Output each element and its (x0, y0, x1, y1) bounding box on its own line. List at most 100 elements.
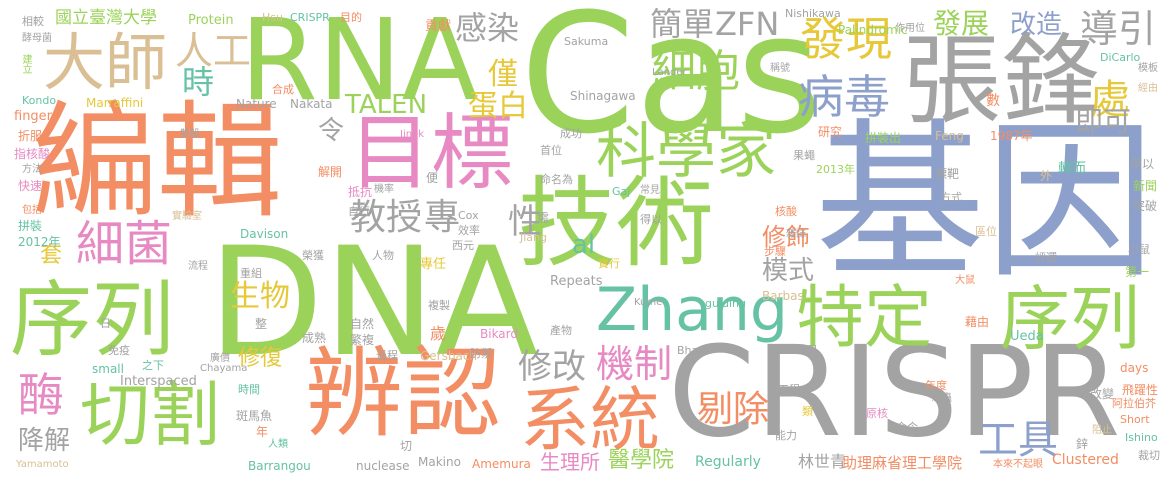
word-renlei: 人類 (268, 439, 288, 450)
word-kondo: Kondo (22, 94, 57, 107)
word-nian: 年 (256, 425, 269, 439)
word-liucheng: 流程 (188, 261, 208, 272)
word-nengli: 能力 (775, 429, 797, 442)
word-short: Short (1120, 413, 1150, 426)
word-hecheng: 合成 (272, 83, 294, 96)
word-guangjia: 廣價 (210, 353, 230, 364)
word-tao: 套 (40, 243, 63, 268)
word-shiyanshi: 實驗室 (172, 211, 202, 222)
word-bianren: 辨認 (305, 337, 502, 451)
word-xiaolv: 效率 (458, 224, 480, 237)
word-xu: 需 (537, 211, 550, 225)
word-ganran: 感染 (455, 9, 520, 47)
word-diyi: 第一 (1125, 265, 1150, 279)
word-bingdu: 病毒 (798, 70, 890, 124)
word-zazhi: 雜誌 (786, 229, 806, 240)
word-ntu: 國立臺灣大學 (55, 8, 157, 28)
word-mudi: 目的 (340, 11, 362, 24)
word-zhuli-mit: 助理麻省理工學院 (842, 454, 963, 472)
word-qie: 切 (400, 439, 413, 453)
word-chenggong: 成功 (560, 127, 582, 140)
word-teding: 特定 (796, 279, 933, 358)
word-repeats: Repeats (550, 274, 603, 289)
word-xing: 性 (508, 202, 542, 242)
word-bhaya: Bhaya (677, 344, 712, 357)
word-chenghao: 稱號 (770, 63, 790, 74)
word-nishikawa: Nishikawa (785, 7, 841, 20)
word-sakuma: Sakuma (564, 35, 609, 48)
word-mei: 酶 (18, 368, 64, 422)
word-gongcheng: 工程 (778, 383, 800, 396)
word-jiekai: 解開 (318, 165, 343, 179)
word-crispr-small: CRISPR (290, 11, 330, 24)
word-jiaomujun: 酵母菌 (22, 33, 52, 44)
word-feiyuexing: 飛躍性 (1122, 383, 1159, 397)
word-mingmingwei: 命名為 (540, 173, 573, 186)
word-amemura: Amemura (472, 457, 531, 471)
word-xiugai: 修改 (518, 347, 586, 387)
word-daoyin: 導引 (1080, 7, 1157, 51)
word-zhixia: 之下 (142, 359, 164, 372)
word-deyi: 得以 (640, 213, 662, 226)
word-2013: 2013年 (816, 163, 855, 176)
word-yanjiu: 研究 (818, 125, 843, 139)
word-shixing: 實行 (598, 257, 620, 270)
word-xiushi: 修飾 (762, 223, 810, 251)
word-fangfa: 方法 (22, 164, 42, 175)
word-xulie-right: 序列 (1000, 278, 1140, 360)
word-jilv: 機率 (374, 184, 394, 195)
word-muban: 模板 (1138, 63, 1158, 74)
word-changjian: 常見 (640, 185, 660, 196)
word-bian: 便 (426, 171, 439, 185)
word-banmayu: 斑馬魚 (236, 409, 273, 423)
word-chanwu: 產物 (550, 324, 572, 337)
word-jishu: 技術 (518, 167, 715, 281)
word-gaizao: 改造 (1010, 10, 1063, 40)
word-jinek: Jinek (400, 129, 425, 140)
word-sui: 歲 (430, 324, 447, 343)
word-feng: Feng (935, 129, 964, 143)
word-kexuejia: 科學家 (596, 117, 776, 187)
word-shouwei: 首位 (540, 144, 562, 157)
word-guocheng: 過程 (376, 349, 398, 362)
word-shi: 時 (182, 63, 215, 101)
word-jiaoshou: 教授 (350, 197, 423, 238)
word-jianli: 建立 (20, 54, 31, 74)
word-shuanggu: 雙股 (180, 129, 200, 140)
word-jiangjie: 降解 (18, 426, 71, 456)
word-mingling: 命令 (896, 421, 918, 434)
word-marraffini: Marraffini (86, 96, 144, 110)
word-makino: Makino (418, 455, 461, 469)
word-ronghuo: 榮獲 (302, 249, 324, 262)
word-finger: finger (14, 109, 53, 124)
word-gaibian: 改變 (1090, 387, 1115, 401)
word-gongju: 工具 (978, 417, 1058, 463)
word-talen: TALEN (345, 90, 428, 120)
word-faxian: 發現 (800, 12, 892, 66)
word-days: days (1120, 361, 1149, 375)
word-dashu: 大鼠 (955, 275, 975, 286)
word-fazhan: 發展 (933, 7, 990, 40)
word-bikard: Bikard (480, 327, 518, 341)
word-pinzhuang: 拼裝 (18, 219, 43, 233)
word-mianyi: 免疫 (108, 344, 130, 357)
word-xijun: 細菌 (76, 216, 173, 272)
word-yamamoto: Yamamoto (16, 459, 69, 470)
word-jin: 僅 (488, 57, 518, 92)
word-chengshu: 成熟 (302, 331, 327, 345)
word-cas: Cas (520, 0, 823, 170)
word-yixueyuan: 醫學院 (608, 448, 675, 473)
word-jike: 即可 (1075, 105, 1132, 138)
word-rna: RNA (240, 0, 479, 126)
word-zfn: ZFN (715, 5, 780, 43)
word-nuclease: nuclease (356, 459, 410, 473)
word-zixing: 自行 (348, 205, 370, 218)
word-xiangjiao: 相較 (22, 15, 44, 28)
word-jiang: Jiang (520, 231, 547, 244)
word-zhang: Zhang (596, 275, 789, 345)
word-lei: 類 (802, 405, 813, 418)
word-zhuaner: 轉而 (1058, 161, 1086, 177)
word-wai: 外 (1040, 169, 1053, 183)
word-jingyou: 經由 (1138, 83, 1158, 94)
